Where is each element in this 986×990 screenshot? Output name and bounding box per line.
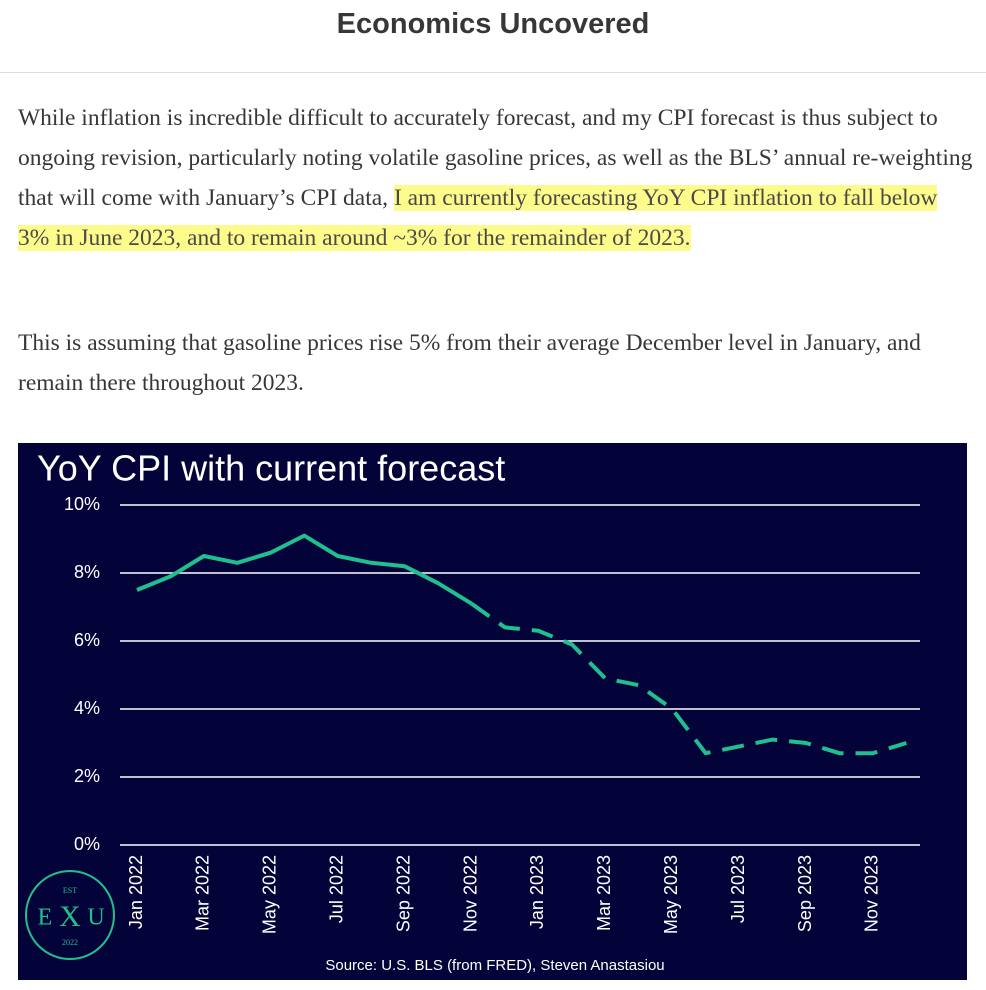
y-tick-label: 4% xyxy=(74,698,100,718)
publication-title[interactable]: Economics Uncovered xyxy=(336,8,650,40)
chart: YoY CPI with current forecast Source: U.… xyxy=(18,443,967,980)
line xyxy=(470,601,907,756)
x-tick-label: Jul 2022 xyxy=(326,855,346,923)
logo: EST E X U 2022 xyxy=(25,870,115,960)
divider xyxy=(0,72,986,73)
chart-title: YoY CPI with current forecast xyxy=(37,448,505,489)
x-tick-label: May 2023 xyxy=(661,855,681,934)
x-tick-label: Nov 2022 xyxy=(460,855,480,932)
x-tick-label: May 2022 xyxy=(260,855,280,934)
x-tick-label: Jul 2023 xyxy=(728,855,748,923)
logo-text: U xyxy=(87,905,104,931)
logo-text: EST xyxy=(63,886,77,895)
logo-text: X xyxy=(59,900,81,933)
x-tick-label: Jan 2023 xyxy=(527,855,547,929)
x-tick-label: Sep 2022 xyxy=(393,855,413,932)
y-tick-label: 8% xyxy=(74,562,100,582)
logo-text: 2022 xyxy=(62,938,78,947)
x-tick-label: Nov 2023 xyxy=(862,855,882,932)
x-tick-label: Sep 2023 xyxy=(795,855,815,932)
line xyxy=(136,533,473,606)
chart-background xyxy=(18,443,967,980)
paragraph: This is assuming that gasoline prices ri… xyxy=(18,330,921,396)
logo-text: E xyxy=(38,905,53,931)
y-tick-label: 10% xyxy=(64,494,100,514)
logo-ring xyxy=(25,870,115,960)
source: Source: U.S. BLS (from FRED), Steven Ana… xyxy=(325,957,664,974)
highlight: I am currently forecasting YoY CPI infla… xyxy=(18,185,938,251)
y-tick-label: 0% xyxy=(74,834,100,854)
y-tick-label: 6% xyxy=(74,630,100,650)
x-tick-label: Jan 2022 xyxy=(126,855,146,929)
x-tick-label: Mar 2022 xyxy=(193,855,213,931)
x-tick-label: Mar 2023 xyxy=(594,855,614,931)
paragraph: While inflation is incredible difficult … xyxy=(18,98,973,258)
text: While inflation is incredible difficult … xyxy=(18,105,973,211)
y-tick-label: 2% xyxy=(74,766,100,786)
